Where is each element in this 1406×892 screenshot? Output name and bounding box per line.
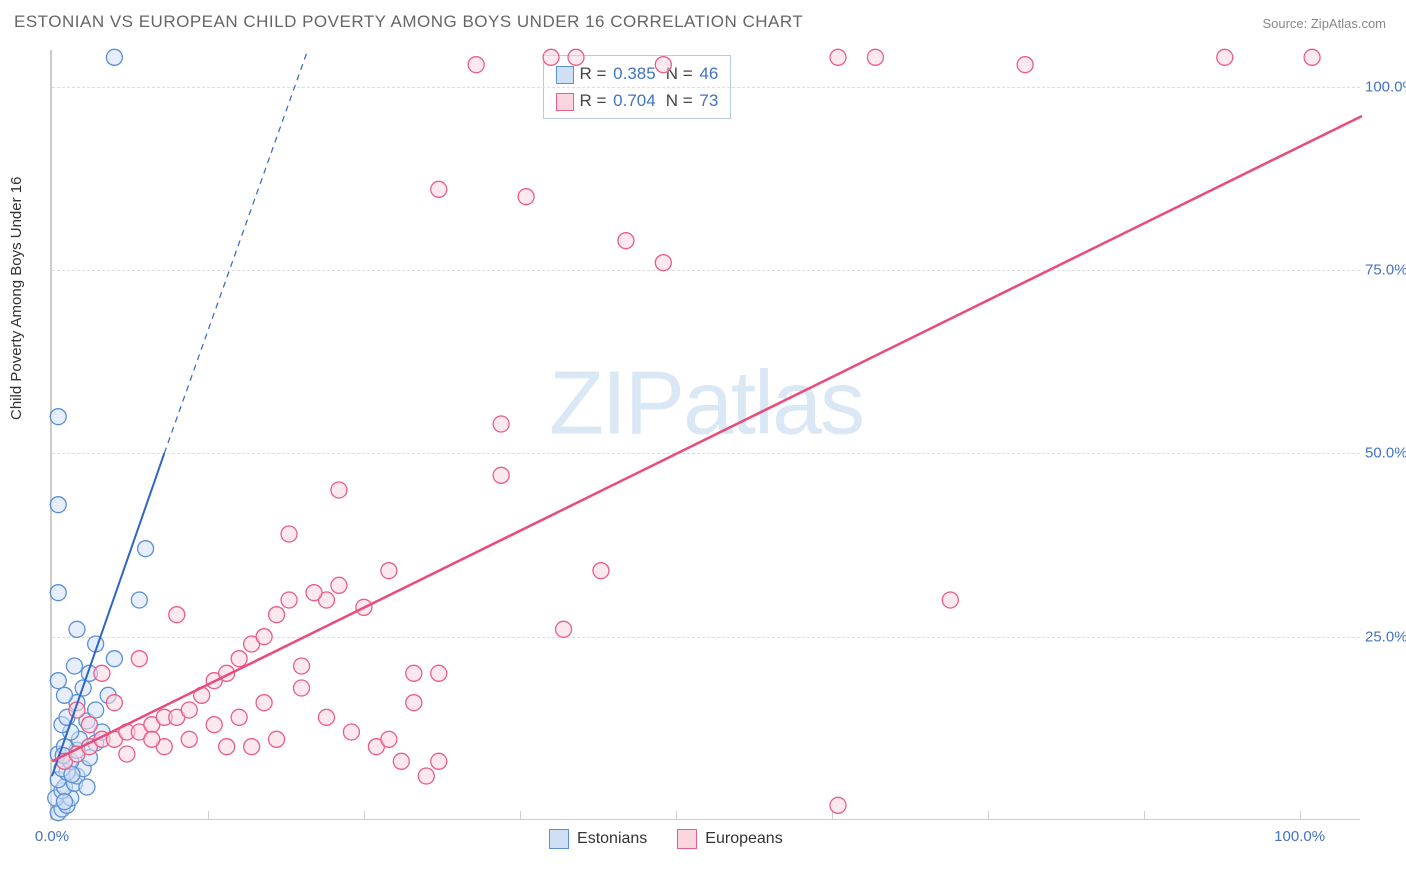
- data-point: [79, 779, 95, 795]
- data-point: [468, 57, 484, 73]
- data-point: [94, 665, 110, 681]
- data-point: [830, 49, 846, 65]
- data-point: [318, 709, 334, 725]
- data-point: [406, 665, 422, 681]
- data-point: [830, 797, 846, 813]
- chart-container: ESTONIAN VS EUROPEAN CHILD POVERTY AMONG…: [0, 0, 1406, 892]
- data-point: [81, 717, 97, 733]
- data-point: [88, 702, 104, 718]
- data-point: [66, 658, 82, 674]
- y-axis-label: Child Poverty Among Boys Under 16: [8, 177, 25, 420]
- data-point: [294, 680, 310, 696]
- data-point: [181, 731, 197, 747]
- y-tick-label: 50.0%: [1365, 445, 1406, 462]
- data-point: [493, 416, 509, 432]
- data-point: [1017, 57, 1033, 73]
- legend-label: Estonians: [577, 830, 647, 847]
- data-point: [381, 731, 397, 747]
- data-point: [269, 607, 285, 623]
- data-point: [56, 687, 72, 703]
- y-tick-label: 75.0%: [1365, 262, 1406, 279]
- trend-line: [52, 116, 1362, 761]
- data-point: [231, 651, 247, 667]
- data-point: [219, 739, 235, 755]
- data-point: [119, 746, 135, 762]
- data-point: [942, 592, 958, 608]
- data-point: [493, 467, 509, 483]
- data-point: [331, 577, 347, 593]
- y-tick-label: 100.0%: [1365, 78, 1406, 95]
- data-point: [56, 794, 72, 810]
- data-point: [138, 541, 154, 557]
- data-point: [206, 717, 222, 733]
- data-point: [50, 673, 66, 689]
- data-point: [655, 255, 671, 271]
- legend-label: Europeans: [705, 830, 782, 847]
- x-tick-label: 0.0%: [35, 828, 69, 845]
- data-point: [256, 629, 272, 645]
- data-point: [568, 49, 584, 65]
- data-point: [618, 233, 634, 249]
- trend-line-dashed: [164, 50, 307, 453]
- data-point: [131, 592, 147, 608]
- data-point: [69, 621, 85, 637]
- data-point: [106, 695, 122, 711]
- data-point: [281, 526, 297, 542]
- data-point: [306, 585, 322, 601]
- data-point: [144, 731, 160, 747]
- data-point: [431, 753, 447, 769]
- data-point: [50, 409, 66, 425]
- x-tick-label: 100.0%: [1274, 828, 1325, 845]
- data-point: [169, 607, 185, 623]
- legend-item: Europeans: [677, 829, 782, 849]
- data-point: [106, 651, 122, 667]
- data-point: [244, 739, 260, 755]
- data-point: [343, 724, 359, 740]
- data-point: [294, 658, 310, 674]
- data-point: [431, 665, 447, 681]
- data-point: [406, 695, 422, 711]
- data-point: [518, 189, 534, 205]
- data-point: [1217, 49, 1233, 65]
- chart-title: ESTONIAN VS EUROPEAN CHILD POVERTY AMONG…: [14, 12, 803, 32]
- data-point: [431, 181, 447, 197]
- data-point: [269, 731, 285, 747]
- legend-item: Estonians: [549, 829, 647, 849]
- data-point: [418, 768, 434, 784]
- scatter-svg: [52, 50, 1362, 820]
- data-point: [393, 753, 409, 769]
- plot-area: ZIPatlas R = 0.385N = 46R = 0.704N = 73 …: [50, 50, 1360, 820]
- legend-swatch: [677, 829, 697, 849]
- data-point: [331, 482, 347, 498]
- data-point: [543, 49, 559, 65]
- data-point: [181, 702, 197, 718]
- data-point: [281, 592, 297, 608]
- data-point: [106, 49, 122, 65]
- y-tick-label: 25.0%: [1365, 628, 1406, 645]
- data-point: [50, 585, 66, 601]
- legend-swatch: [549, 829, 569, 849]
- data-point: [593, 563, 609, 579]
- data-point: [50, 497, 66, 513]
- data-point: [231, 709, 247, 725]
- legend-bottom: Estonians Europeans: [549, 829, 813, 849]
- data-point: [1304, 49, 1320, 65]
- data-point: [381, 563, 397, 579]
- source-label: Source: ZipAtlas.com: [1262, 16, 1386, 31]
- data-point: [867, 49, 883, 65]
- data-point: [256, 695, 272, 711]
- data-point: [655, 57, 671, 73]
- data-point: [556, 621, 572, 637]
- data-point: [131, 651, 147, 667]
